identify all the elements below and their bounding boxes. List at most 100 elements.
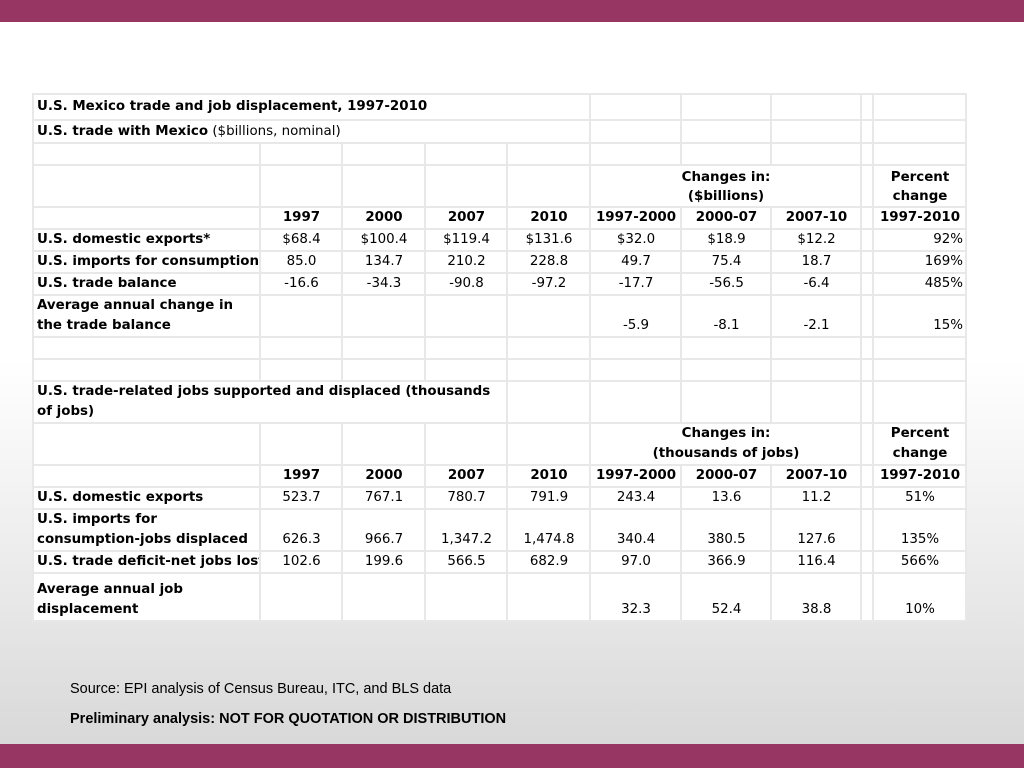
table-row-blank — [32, 358, 968, 382]
cell: -90.8 — [424, 272, 508, 296]
year-header: 2000 — [341, 206, 426, 230]
bottom-accent-band — [0, 744, 1024, 768]
changes-header-jobs: Changes in: (thousands of jobs) — [589, 422, 863, 466]
table-row: Changes in: (thousands of jobs) Percent ch… — [32, 422, 968, 466]
cell: 49.7 — [589, 250, 683, 274]
cell: 210.2 — [424, 250, 508, 274]
preliminary-notice: Preliminary analysis: NOT FOR QUOTATION … — [70, 711, 507, 727]
table-row: U.S. imports for consumption-jobs displa… — [32, 508, 968, 552]
table-row: U.S. trade-related jobs supported and di… — [32, 380, 968, 424]
cell: 1,347.2 — [424, 508, 508, 552]
table-title: U.S. Mexico trade and job displacement, … — [31, 93, 592, 121]
cell: 127.6 — [770, 508, 863, 552]
cell: $68.4 — [259, 228, 343, 252]
cell: -16.6 — [259, 272, 343, 296]
cell: 11.2 — [770, 486, 863, 510]
trade-table: U.S. Mexico trade and job displacement, … — [31, 93, 968, 622]
row-label: U.S. imports for consumption-jobs displa… — [32, 508, 261, 552]
cell: 1,474.8 — [505, 508, 592, 552]
table-row: Average annual change in the trade balan… — [32, 294, 968, 338]
cell: 791.9 — [505, 486, 592, 510]
table-subtitle: U.S. trade with Mexico ($billions, nomin… — [31, 119, 592, 144]
cell — [341, 572, 426, 622]
year-header: 2010 — [505, 206, 592, 230]
cell: 966.7 — [341, 508, 426, 552]
period-header: 2000-07 — [680, 206, 773, 230]
table-row-blank — [32, 336, 968, 360]
year-header: 2007 — [424, 206, 508, 230]
cell: 780.7 — [424, 486, 508, 510]
cell: $131.6 — [505, 228, 592, 252]
cell: -2.1 — [770, 294, 863, 338]
row-label: Average annual job displacement — [32, 572, 261, 622]
row-label: U.S. trade balance — [32, 272, 261, 296]
cell: 485% — [872, 272, 968, 296]
period-header: 2007-10 — [770, 464, 863, 488]
changes-header-billions: Changes in: ($billions) — [589, 164, 863, 208]
table-row: U.S. domestic exports 523.7 767.1 780.7 … — [32, 486, 968, 510]
year-header-row: 1997 2000 2007 2010 1997-2000 2000-07 20… — [32, 464, 968, 488]
subtitle-units: ($billions, nominal) — [208, 123, 341, 139]
period-header: 1997-2010 — [872, 206, 968, 230]
table-row: Changes in: ($billions) Percent change — [32, 164, 968, 208]
cell: 13.6 — [680, 486, 773, 510]
cell — [424, 294, 508, 338]
cell: 169% — [872, 250, 968, 274]
cell: 228.8 — [505, 250, 592, 274]
subtitle-bold: U.S. trade with Mexico — [37, 123, 209, 139]
period-header: 1997-2010 — [872, 464, 968, 488]
cell: -8.1 — [680, 294, 773, 338]
period-header: 1997-2000 — [589, 206, 683, 230]
year-header: 2010 — [505, 464, 592, 488]
cell: -17.7 — [589, 272, 683, 296]
cell — [505, 294, 592, 338]
section2-heading: U.S. trade-related jobs supported and di… — [32, 380, 508, 424]
cell: 18.7 — [770, 250, 863, 274]
cell: 199.6 — [341, 550, 426, 574]
cell: 92% — [872, 228, 968, 252]
cell: -97.2 — [505, 272, 592, 296]
cell: 566.5 — [424, 550, 508, 574]
table-row-blank — [32, 142, 968, 166]
period-header: 1997-2000 — [589, 464, 683, 488]
source-note: Source: EPI analysis of Census Bureau, I… — [70, 681, 452, 697]
cell: 52.4 — [680, 572, 773, 622]
row-label: U.S. trade deficit-net jobs lost — [32, 550, 261, 574]
cell: 32.3 — [589, 572, 683, 622]
period-header: 2007-10 — [770, 206, 863, 230]
table-row: U.S. Mexico trade and job displacement, … — [31, 93, 968, 121]
cell: 566% — [872, 550, 968, 574]
table-row: U.S. trade with Mexico ($billions, nomin… — [31, 119, 968, 144]
cell: -5.9 — [589, 294, 683, 338]
cell: 134.7 — [341, 250, 426, 274]
cell: 38.8 — [770, 572, 863, 622]
cell: 102.6 — [259, 550, 343, 574]
year-header: 2007 — [424, 464, 508, 488]
cell: $32.0 — [589, 228, 683, 252]
table-row: U.S. imports for consumption 85.0 134.7 … — [32, 250, 968, 274]
cell: 243.4 — [589, 486, 683, 510]
cell — [259, 572, 343, 622]
cell: $12.2 — [770, 228, 863, 252]
cell: 682.9 — [505, 550, 592, 574]
table-row: U.S. trade balance -16.6 -34.3 -90.8 -97… — [32, 272, 968, 296]
cell — [505, 572, 592, 622]
table-row: Average annual job displacement 32.3 52.… — [32, 572, 968, 622]
cell: 51% — [872, 486, 968, 510]
cell: 135% — [872, 508, 968, 552]
cell: 380.5 — [680, 508, 773, 552]
cell: 340.4 — [589, 508, 683, 552]
year-header: 1997 — [259, 464, 343, 488]
top-accent-band — [0, 0, 1024, 22]
cell — [424, 572, 508, 622]
cell: $100.4 — [341, 228, 426, 252]
year-header: 1997 — [259, 206, 343, 230]
cell: 10% — [872, 572, 968, 622]
percent-change-header: Percent change — [872, 422, 968, 466]
cell: 626.3 — [259, 508, 343, 552]
period-header: 2000-07 — [680, 464, 773, 488]
cell: -34.3 — [341, 272, 426, 296]
row-label: U.S. domestic exports* — [32, 228, 261, 252]
cell: 523.7 — [259, 486, 343, 510]
cell: 97.0 — [589, 550, 683, 574]
